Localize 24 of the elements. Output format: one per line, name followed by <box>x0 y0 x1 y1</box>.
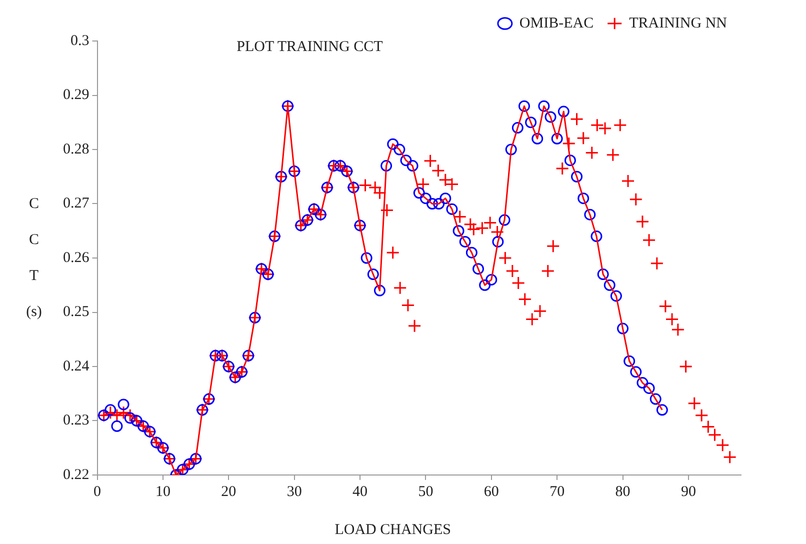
x-tick-label: 50 <box>418 484 434 500</box>
x-tick-label: 90 <box>680 484 696 500</box>
y-tick-label: 0.23 <box>63 412 90 429</box>
chart-title: PLOT TRAINING CCT <box>236 38 383 55</box>
x-tick-label: 40 <box>352 484 368 500</box>
x-tick-label: 80 <box>615 484 630 500</box>
x-tick-label: 0 <box>94 484 101 500</box>
y-tick-label: 0.22 <box>63 466 90 483</box>
y-tick-label: 0.26 <box>63 250 90 266</box>
x-tick-label: 20 <box>221 484 236 500</box>
text: C C T (s) <box>26 196 42 320</box>
x-tick-label: 10 <box>155 484 170 500</box>
x-tick-label: 70 <box>550 484 565 500</box>
y-tick-label: 0.29 <box>63 87 90 104</box>
y-tick-label: 0.25 <box>63 304 90 320</box>
legend-label: OMIB-EAC <box>519 15 594 32</box>
legend-label: TRAINING NN <box>629 15 728 32</box>
y-tick-label: 0.28 <box>63 141 90 158</box>
x-axis-title: LOAD CHANGES <box>334 522 451 538</box>
y-tick-label: 0.27 <box>63 196 90 212</box>
y-tick-label: 0.3 <box>70 32 90 49</box>
x-tick-label: 60 <box>484 484 499 500</box>
x-tick-label: 30 <box>286 484 302 500</box>
y-tick-label: 0.24 <box>63 358 90 374</box>
